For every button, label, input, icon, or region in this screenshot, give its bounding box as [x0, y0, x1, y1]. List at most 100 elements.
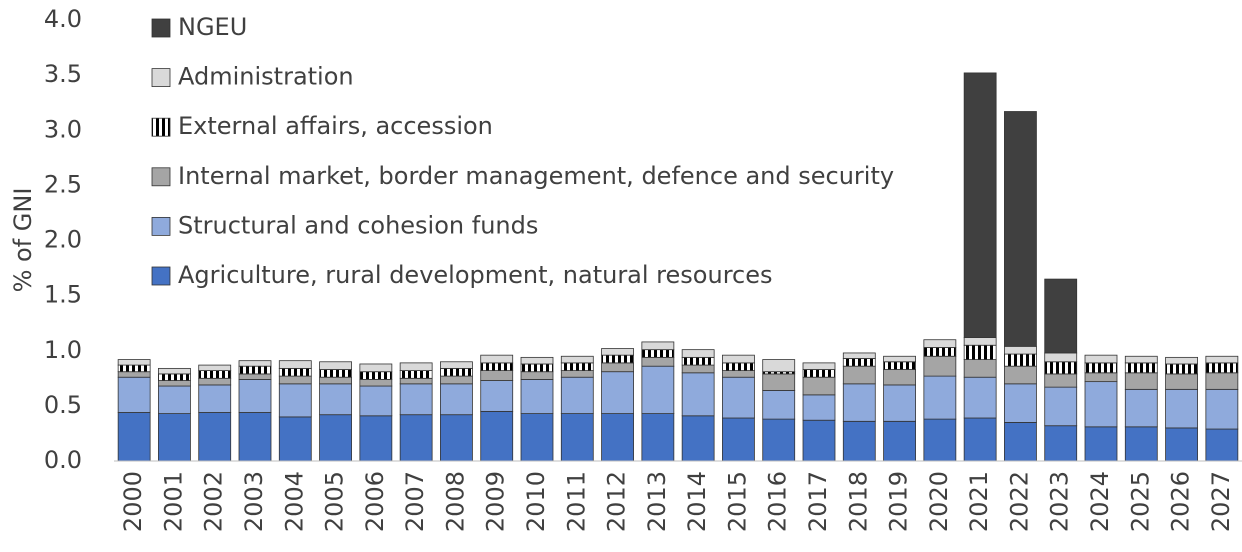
x-tick-label: 2022 — [1005, 471, 1033, 532]
bar-segment — [1124, 355, 1158, 364]
bar-segment — [641, 341, 675, 351]
bar-segment — [842, 420, 876, 462]
x-tick-label: 2024 — [1086, 471, 1114, 532]
bar-segment — [963, 344, 997, 360]
bar-segment — [681, 372, 715, 417]
bar-segment — [1044, 425, 1078, 462]
bar-segment — [1124, 426, 1158, 462]
bar-segment — [399, 362, 433, 371]
x-tick-label: 2003 — [240, 471, 268, 532]
bar-segment — [923, 339, 957, 348]
bar-segment — [480, 410, 514, 462]
bar-segment — [963, 417, 997, 462]
bar-segment — [1044, 373, 1078, 388]
bar-segment — [1004, 345, 1037, 355]
bar-segment — [117, 359, 151, 366]
bar-segment — [641, 365, 675, 414]
bar-segment — [1084, 372, 1118, 383]
x-tick-label: 2016 — [764, 471, 792, 532]
bar-segment — [520, 413, 554, 462]
bar-segment — [1124, 388, 1158, 428]
bar-segment — [198, 364, 232, 371]
bar-segment — [722, 376, 755, 419]
x-tick-label: 2001 — [159, 471, 187, 532]
bar-segment — [117, 376, 151, 413]
bar-segment — [560, 413, 594, 462]
bar-segment — [319, 369, 352, 378]
x-tick-label: 2008 — [441, 471, 469, 532]
bar-segment — [963, 72, 997, 338]
bar-segment — [238, 379, 272, 413]
bar-segment — [158, 367, 191, 375]
bar-segment — [238, 412, 272, 462]
bar-segment — [842, 383, 876, 422]
bar-segment — [1004, 353, 1037, 367]
x-tick-label: 2026 — [1167, 471, 1195, 532]
bar-segment — [319, 376, 352, 385]
x-tick-label: 2020 — [925, 471, 953, 532]
y-tick-label: 1.5 — [44, 281, 82, 309]
x-tick-label: 2013 — [643, 471, 671, 532]
bar-segment — [440, 383, 473, 416]
bar-segment — [601, 348, 634, 356]
bar-segment — [681, 356, 715, 366]
bar-segment — [440, 361, 473, 369]
bar-segment — [681, 364, 715, 374]
bar-segment — [601, 354, 634, 364]
bar-segment — [641, 356, 675, 367]
legend-swatch — [151, 68, 171, 87]
bar-segment — [1124, 372, 1158, 390]
bar-segment — [117, 371, 151, 378]
bar-segment — [762, 390, 796, 420]
bar-segment — [923, 347, 957, 357]
y-tick-label: 0.0 — [44, 446, 82, 474]
y-tick-label: 3.5 — [44, 60, 82, 88]
bar-segment — [319, 361, 352, 370]
bar-segment — [641, 413, 675, 462]
bar-segment — [480, 370, 514, 381]
bar-segment — [198, 412, 232, 462]
bar-segment — [601, 362, 634, 373]
bar-segment — [722, 370, 755, 378]
bar-segment — [883, 361, 916, 370]
bar-segment — [480, 362, 514, 371]
bar-segment — [802, 376, 836, 396]
bar-segment — [238, 360, 272, 367]
x-tick-label: 2004 — [280, 471, 308, 532]
x-tick-label: 2010 — [522, 471, 550, 532]
bar-segment — [440, 414, 473, 462]
bar-segment — [278, 360, 312, 369]
legend-swatch — [151, 216, 171, 236]
y-axis-label: % of GNI — [9, 188, 37, 293]
legend-swatch — [151, 167, 171, 187]
bar-segment — [198, 377, 232, 386]
bar-segment — [399, 377, 433, 385]
bar-segment — [722, 354, 755, 364]
bar-segment — [963, 337, 997, 346]
y-tick-label: 0.5 — [44, 391, 82, 419]
bar-segment — [117, 364, 151, 373]
bar-segment — [601, 371, 634, 414]
bar-segment — [238, 373, 272, 380]
x-tick-label: 2012 — [603, 471, 631, 532]
x-tick-label: 2025 — [1126, 471, 1154, 532]
y-tick-label: 2.0 — [44, 226, 82, 254]
y-tick-label: 2.5 — [44, 170, 82, 198]
bar-segment — [1004, 111, 1037, 347]
bar-segment — [1044, 361, 1078, 375]
bar-segment — [359, 415, 393, 462]
bar-segment — [1165, 373, 1198, 390]
bar-segment — [520, 371, 554, 380]
legend-label: Internal market, border management, defe… — [178, 162, 894, 190]
bar-segment — [319, 383, 352, 416]
legend-label: Administration — [178, 63, 354, 91]
legend-swatch — [151, 266, 171, 286]
bar-segment — [1205, 372, 1239, 390]
bar-segment — [762, 418, 796, 462]
bar-segment — [722, 362, 755, 371]
bar-segment — [359, 379, 393, 387]
bar-segment — [923, 375, 957, 420]
x-tick-label: 2014 — [683, 471, 711, 532]
x-tick-label: 2002 — [200, 471, 228, 532]
bar-segment — [722, 417, 755, 462]
